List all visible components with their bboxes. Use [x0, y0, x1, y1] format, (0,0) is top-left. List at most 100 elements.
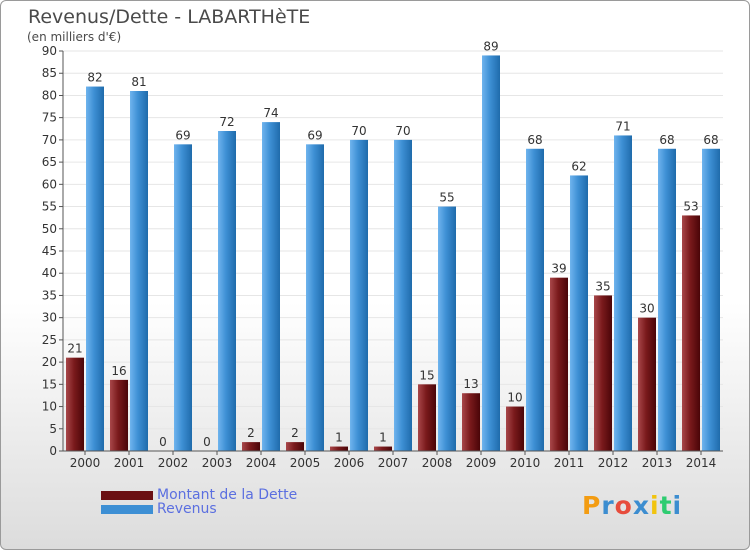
value-label: 10 [507, 391, 522, 405]
bars [66, 55, 720, 452]
y-tick-label: 10 [42, 400, 57, 414]
y-tick-label: 65 [42, 155, 57, 169]
value-label: 70 [351, 124, 366, 138]
value-label: 53 [683, 199, 698, 213]
bar-revenue [658, 148, 676, 451]
x-tick-label: 2008 [422, 456, 453, 470]
y-tick-label: 60 [42, 177, 57, 191]
x-tick-label: 2004 [246, 456, 277, 470]
value-label: 30 [639, 302, 654, 316]
value-label: 68 [527, 133, 542, 147]
bar-debt [682, 215, 700, 451]
y-tick-label: 5 [49, 422, 57, 436]
x-tick-label: 2012 [598, 456, 629, 470]
value-label: 82 [87, 71, 102, 85]
x-tick-label: 2001 [114, 456, 145, 470]
y-tick-label: 70 [42, 133, 57, 147]
x-tick-label: 2014 [686, 456, 717, 470]
value-labels: 21 82 16 81 0 69 0 72 2 74 2 69 1 70 1 70 15 55 13 89 10 68 39… [67, 39, 718, 449]
bar-debt [66, 357, 84, 451]
bar-revenue [614, 135, 632, 451]
bar-debt [242, 442, 260, 451]
x-tick-label: 2011 [554, 456, 585, 470]
x-tick-label: 2002 [158, 456, 189, 470]
y-tick-label: 25 [42, 333, 57, 347]
legend-item-revenue: Revenus [101, 501, 217, 517]
bar-debt [550, 277, 568, 451]
x-tick-label: 2010 [510, 456, 541, 470]
logo-letter: i [672, 491, 683, 520]
y-tick-label: 35 [42, 288, 57, 302]
value-label: 62 [571, 159, 586, 173]
bar-debt [594, 295, 612, 451]
value-label: 2 [291, 426, 299, 440]
y-tick-label: 45 [42, 244, 57, 258]
bar-revenue [350, 139, 368, 451]
legend-item-debt: Montant de la Dette [101, 487, 297, 503]
bar-revenue [174, 144, 192, 452]
x-axis-ticks: 2000 2001 2002 2003 2004 2005 2006 2007 2008 2009… [70, 451, 717, 470]
logo-letter: t [659, 491, 673, 520]
y-tick-label: 15 [42, 377, 57, 391]
value-label: 13 [463, 377, 478, 391]
bar-debt [638, 317, 656, 451]
bar-debt [506, 406, 524, 451]
bar-debt [462, 393, 480, 451]
y-tick-label: 80 [42, 88, 57, 102]
bar-debt [330, 446, 348, 451]
bar-debt [374, 446, 392, 451]
x-tick-label: 2009 [466, 456, 497, 470]
value-label: 16 [111, 364, 126, 378]
y-tick-label: 0 [49, 444, 57, 458]
value-label: 2 [247, 426, 255, 440]
x-tick-label: 2003 [202, 456, 233, 470]
bar-revenue [306, 144, 324, 452]
bar-revenue [570, 175, 588, 451]
value-label: 0 [159, 435, 167, 449]
bar-revenue [482, 55, 500, 451]
x-tick-label: 2000 [70, 456, 101, 470]
x-tick-label: 2007 [378, 456, 409, 470]
value-label: 71 [615, 119, 630, 133]
y-tick-label: 55 [42, 200, 57, 214]
y-tick-label: 30 [42, 311, 57, 325]
bar-revenue [526, 148, 544, 451]
y-tick-label: 20 [42, 355, 57, 369]
logo-letter: o [614, 491, 633, 520]
proxiti-logo: Proxiti [582, 491, 682, 520]
bar-revenue [130, 91, 148, 451]
value-label: 1 [379, 431, 387, 445]
bar-revenue [702, 148, 720, 451]
value-label: 68 [703, 133, 718, 147]
value-label: 1 [335, 431, 343, 445]
bar-debt [418, 384, 436, 451]
y-axis-ticks: 0 5 10 15 20 25 30 35 40 45 50 55 60 65 70 75 80 85 90 [42, 44, 63, 458]
y-tick-label: 85 [42, 66, 57, 80]
value-label: 21 [67, 342, 82, 356]
logo-letter: x [632, 491, 650, 520]
y-tick-label: 40 [42, 266, 57, 280]
logo-letter: r [601, 491, 615, 520]
value-label: 74 [263, 106, 278, 120]
value-label: 39 [551, 262, 566, 276]
value-label: 72 [219, 115, 234, 129]
x-tick-label: 2013 [642, 456, 673, 470]
bar-revenue [86, 86, 104, 452]
value-label: 15 [419, 368, 434, 382]
value-label: 70 [395, 124, 410, 138]
bar-revenue [394, 139, 412, 451]
value-label: 81 [131, 75, 146, 89]
value-label: 69 [175, 128, 190, 142]
value-label: 55 [439, 191, 454, 205]
logo-letter: i [650, 491, 660, 520]
x-tick-label: 2005 [290, 456, 321, 470]
bar-revenue [438, 206, 456, 451]
chart-subtitle: (en milliers d'€) [27, 30, 121, 44]
value-label: 89 [483, 39, 498, 53]
y-tick-label: 75 [42, 111, 57, 125]
bar-debt [110, 379, 128, 451]
logo-letter: P [582, 491, 602, 520]
bar-revenue [218, 131, 236, 451]
grid-lines [63, 50, 723, 430]
